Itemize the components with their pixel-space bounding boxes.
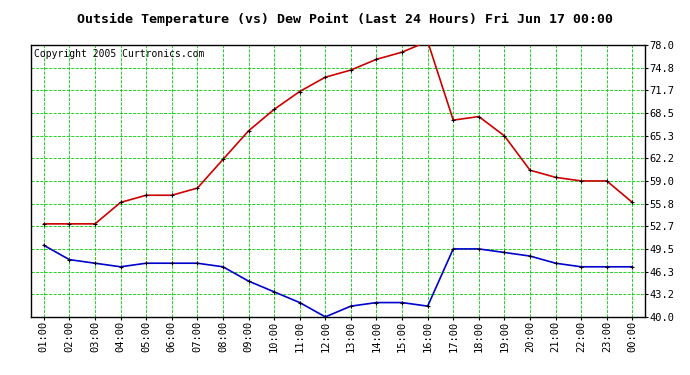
Text: Outside Temperature (vs) Dew Point (Last 24 Hours) Fri Jun 17 00:00: Outside Temperature (vs) Dew Point (Last… [77, 13, 613, 26]
Text: Copyright 2005 Curtronics.com: Copyright 2005 Curtronics.com [34, 49, 204, 59]
